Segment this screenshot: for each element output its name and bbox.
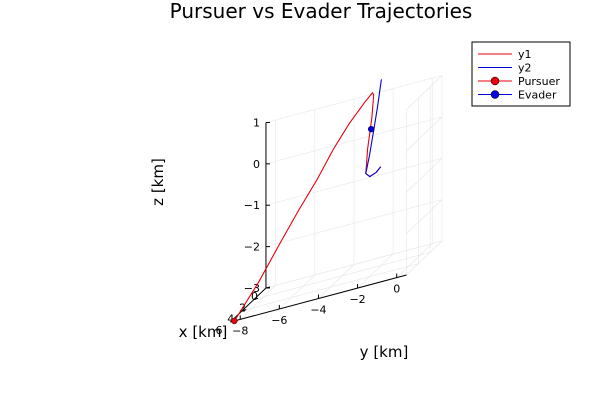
grid-line xyxy=(265,199,443,247)
legend-label: Pursuer xyxy=(518,75,560,88)
x-axis-label: x [km] xyxy=(179,323,228,341)
legend-marker xyxy=(490,90,500,99)
grid-layer xyxy=(230,75,443,323)
grid-line xyxy=(279,274,316,310)
x-tick xyxy=(265,286,271,289)
series-line-y2 xyxy=(365,79,382,178)
grid-line xyxy=(396,243,433,278)
grid-line xyxy=(357,253,394,289)
y-axis-label: y [km] xyxy=(360,343,409,361)
legend-label: y2 xyxy=(518,62,532,75)
y-tick-label: −2 xyxy=(349,293,365,306)
legend-label: Evader xyxy=(518,89,557,102)
z-tick-label: 0 xyxy=(253,158,260,171)
z-tick-label: −2 xyxy=(244,241,260,254)
series-layer xyxy=(233,79,382,322)
grid-line xyxy=(265,157,443,206)
x-axis-line xyxy=(230,287,267,323)
chart-title: Pursuer vs Evader Trajectories xyxy=(170,0,473,23)
x-tick xyxy=(242,309,247,312)
grid-line xyxy=(265,116,443,165)
z-tick-label: 1 xyxy=(253,116,260,129)
x-tick-label: 6 xyxy=(215,324,222,337)
legend-label: y1 xyxy=(518,48,532,61)
grid-line xyxy=(406,116,443,152)
y-tick-label: −8 xyxy=(232,324,248,337)
y-tick-label: 0 xyxy=(393,283,400,296)
grid-line xyxy=(318,264,355,299)
x-tick-label: 4 xyxy=(227,313,234,326)
x-tick xyxy=(253,297,259,300)
z-tick-label: −3 xyxy=(244,282,260,295)
z-axis-label: z [km] xyxy=(149,158,167,206)
legend-box xyxy=(471,41,571,107)
markers-layer xyxy=(231,125,375,325)
x-tick-label: 0 xyxy=(251,290,258,303)
legend-marker xyxy=(490,76,500,86)
grid-line xyxy=(265,75,443,123)
z-tick-label: −1 xyxy=(244,199,260,212)
marker-pursuer xyxy=(231,317,238,325)
grid-line xyxy=(406,75,443,110)
grid-line xyxy=(240,285,276,320)
grid-line xyxy=(406,240,443,276)
y-tick-label: −4 xyxy=(310,304,326,317)
grid-line xyxy=(406,158,443,193)
grid-line xyxy=(406,199,443,234)
marker-evader xyxy=(367,125,375,133)
y-tick-label: −6 xyxy=(271,314,287,327)
